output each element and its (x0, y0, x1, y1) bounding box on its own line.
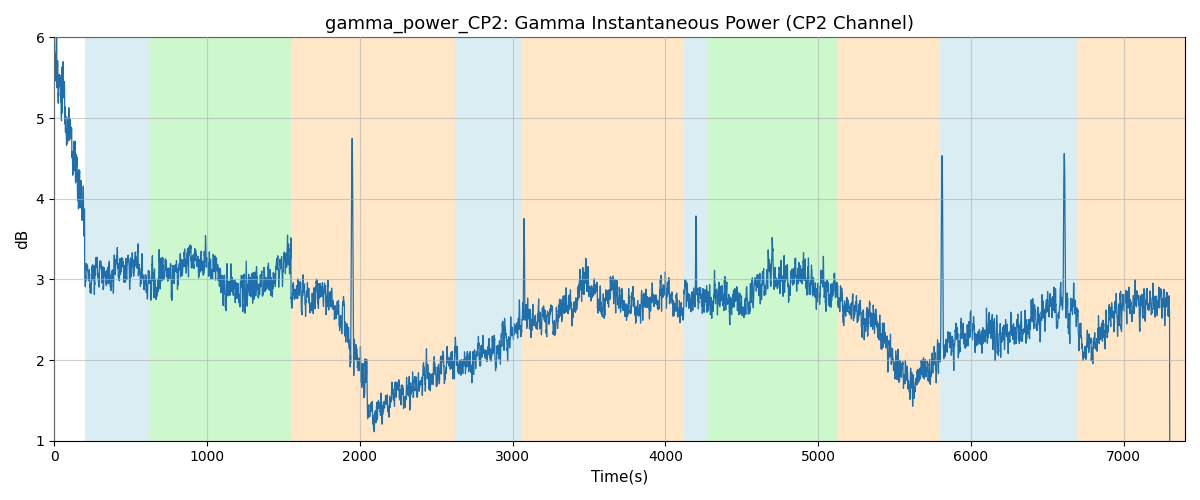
Bar (85, 38, 149, 440)
Bar (292, 38, 455, 440)
Bar (149, 38, 292, 440)
Bar (838, 38, 941, 440)
Title: gamma_power_CP2: Gamma Instantaneous Power (CP2 Channel): gamma_power_CP2: Gamma Instantaneous Pow… (325, 15, 914, 34)
Bar (455, 38, 522, 440)
Bar (1078, 38, 1186, 440)
Bar (522, 38, 684, 440)
X-axis label: Time(s): Time(s) (590, 470, 648, 485)
Bar (941, 38, 1078, 440)
Y-axis label: dB: dB (16, 229, 30, 249)
Bar (684, 38, 708, 440)
Bar (708, 38, 838, 440)
